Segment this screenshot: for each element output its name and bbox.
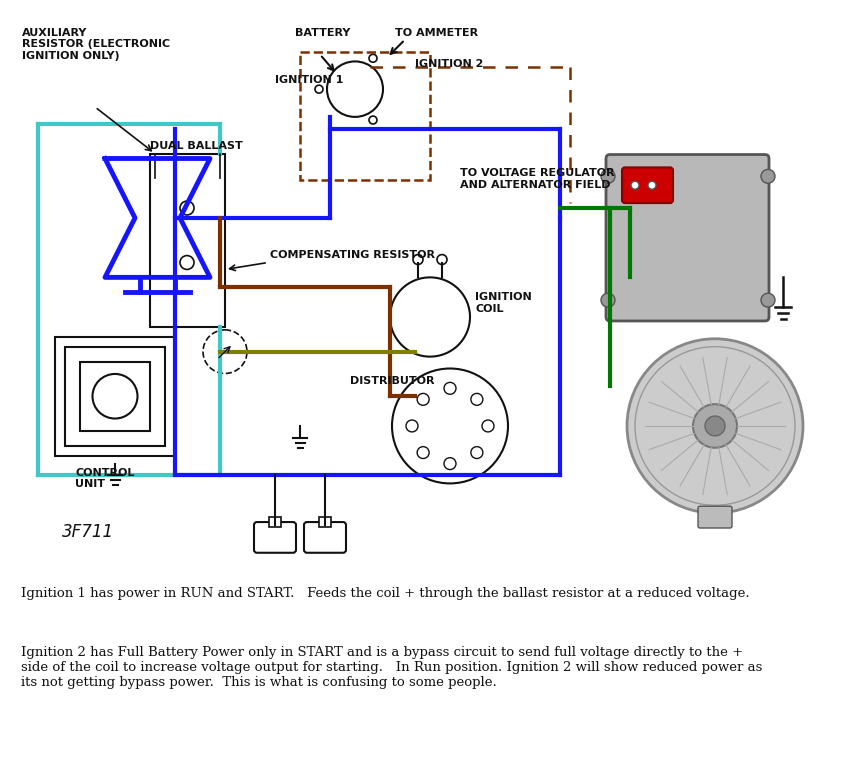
Text: IGNITION
COIL: IGNITION COIL <box>475 292 532 314</box>
FancyBboxPatch shape <box>304 522 346 552</box>
Circle shape <box>761 170 775 183</box>
Bar <box>65 347 165 446</box>
Circle shape <box>693 404 737 447</box>
Text: IGNITION 2: IGNITION 2 <box>415 59 483 69</box>
Text: AUXILIARY
RESISTOR (ELECTRONIC
IGNITION ONLY): AUXILIARY RESISTOR (ELECTRONIC IGNITION … <box>22 27 170 61</box>
Bar <box>300 52 430 180</box>
FancyBboxPatch shape <box>698 506 732 528</box>
Bar <box>150 154 225 327</box>
Text: Ignition 2 has Full Battery Power only in START and is a bypass circuit to send : Ignition 2 has Full Battery Power only i… <box>21 646 762 689</box>
Bar <box>319 517 331 527</box>
Bar <box>80 361 150 431</box>
Circle shape <box>631 181 639 189</box>
Text: 3F711: 3F711 <box>62 523 114 541</box>
FancyBboxPatch shape <box>254 522 296 552</box>
Circle shape <box>601 170 615 183</box>
Text: DUAL BALLAST: DUAL BALLAST <box>150 141 243 151</box>
Text: CONTROL
UNIT: CONTROL UNIT <box>75 467 135 489</box>
Circle shape <box>648 181 656 189</box>
Bar <box>55 337 175 456</box>
Text: IGNITION 1: IGNITION 1 <box>275 75 343 85</box>
Text: Ignition 1 has power in RUN and START.   Feeds the coil + through the ballast re: Ignition 1 has power in RUN and START. F… <box>21 587 750 600</box>
FancyBboxPatch shape <box>622 167 673 203</box>
Circle shape <box>761 293 775 307</box>
Circle shape <box>705 416 725 436</box>
Text: DISTRIBUTOR: DISTRIBUTOR <box>350 377 435 387</box>
Text: TO VOLTAGE REGULATOR
AND ALTERNATOR FIELD: TO VOLTAGE REGULATOR AND ALTERNATOR FIEL… <box>460 168 615 190</box>
Bar <box>269 517 281 527</box>
Circle shape <box>601 293 615 307</box>
Text: BATTERY: BATTERY <box>295 27 350 38</box>
FancyBboxPatch shape <box>606 154 769 321</box>
Text: TO AMMETER: TO AMMETER <box>395 27 478 38</box>
Circle shape <box>627 339 803 513</box>
Text: COMPENSATING RESISTOR: COMPENSATING RESISTOR <box>270 250 435 260</box>
